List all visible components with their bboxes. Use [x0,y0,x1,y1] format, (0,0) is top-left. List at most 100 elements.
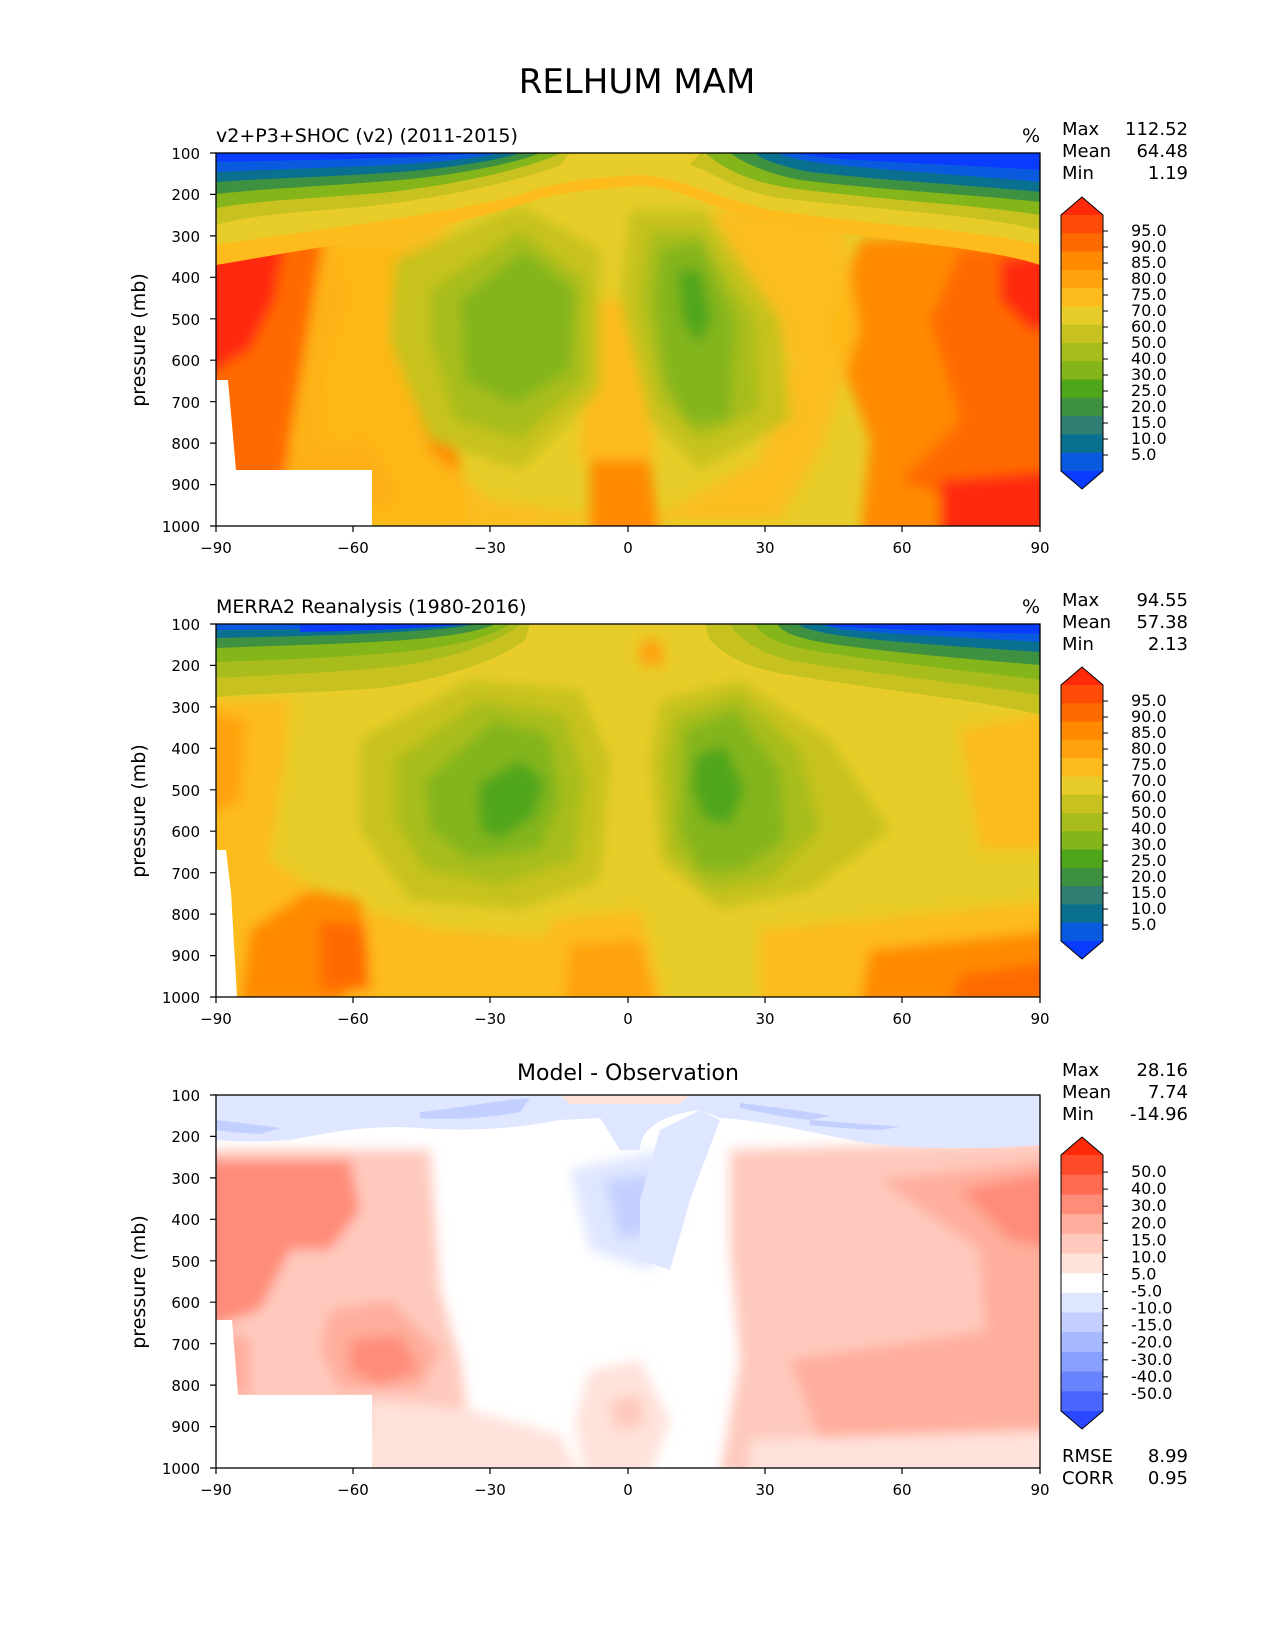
panel-observation-units: % [1022,596,1040,618]
x-tick-label: 60 [892,1481,911,1499]
panel-difference-field [216,1095,1040,1468]
x-tick-label: −30 [474,1010,506,1028]
colorbar-extend-bottom [1061,941,1103,959]
colorbar-segment [1061,1332,1103,1353]
colorbar-level-label: 20.0 [1131,1213,1167,1232]
colorbar-segment [1061,416,1103,436]
y-tick-label: 600 [171,823,200,841]
x-tick-label: −60 [337,539,369,557]
colorbar-level-label: 85.0 [1131,723,1167,742]
y-tick-label: 300 [171,228,200,246]
colorbar-level-label: 40.0 [1131,819,1167,838]
stat-value: 57.38 [1136,612,1188,633]
colorbar-level-label: 60.0 [1131,317,1167,336]
panel-model-title: v2+P3+SHOC (v2) (2011-2015) [216,125,518,147]
panel-model-yaxis: 100 200 300 400 500 600 700 800 900 1000 [162,145,216,536]
colorbar-level-label: 70.0 [1131,771,1167,790]
y-tick-label: 200 [171,186,200,204]
colorbar-segment [1061,1233,1103,1255]
colorbar-level-label: 15.0 [1131,413,1167,432]
colorbar-segment [1061,831,1103,851]
panel-difference-ylabel: pressure (mb) [128,1215,150,1349]
colorbar-segment [1061,813,1103,832]
colorbar-extend-top [1061,197,1103,215]
stat-label: Mean [1062,612,1111,633]
colorbar-segment [1061,288,1103,308]
colorbar-segment [1061,343,1103,362]
colorbar-segment [1061,739,1103,759]
y-tick-label: 400 [171,740,200,758]
stat-value: 1.19 [1148,163,1188,184]
colorbar-segment [1061,776,1103,796]
colorbar-segment [1061,269,1103,289]
x-tick-label: 30 [755,1481,774,1499]
metric-value: 8.99 [1148,1446,1188,1467]
colorbar-level-label: 60.0 [1131,787,1167,806]
y-tick-label: 800 [171,906,200,924]
panel-difference-stats: Max 28.16 Mean 7.74 Min -14.96 [1062,1060,1188,1125]
y-tick-label: 900 [171,476,200,494]
colorbar-level-label: 10.0 [1131,429,1167,448]
x-tick-label: −90 [200,1010,232,1028]
colorbar-segment [1061,867,1103,887]
colorbar-level-label: 30.0 [1131,835,1167,854]
x-tick-label: 0 [623,1481,633,1499]
colorbar-segment [1061,1391,1103,1412]
colorbar-level-label: 85.0 [1131,253,1167,272]
y-tick-label: 200 [171,657,200,675]
colorbar-segment [1061,1155,1103,1176]
colorbar-segment [1061,1351,1103,1373]
panel-difference-title: Model - Observation [517,1061,739,1086]
colorbar-level-label: 20.0 [1131,867,1167,886]
panel-observation: MERRA2 Reanalysis (1980-2016) % [128,590,1188,1028]
colorbar-level-label: 50.0 [1131,1162,1167,1181]
stat-value: 2.13 [1148,634,1188,655]
x-tick-label: −30 [474,1481,506,1499]
y-tick-label: 200 [171,1128,200,1146]
colorbar-segment [1061,361,1103,381]
colorbar-outline [1060,196,1104,490]
panel-observation-title: MERRA2 Reanalysis (1980-2016) [216,596,527,618]
y-tick-label: 1000 [162,989,200,1007]
colorbar-level-label: -50.0 [1131,1384,1172,1403]
colorbar-level-label: 15.0 [1131,1230,1167,1249]
colorbar-segment [1061,1371,1103,1392]
stat-value: 7.74 [1148,1082,1188,1103]
colorbar-segment [1061,379,1103,399]
panel-model: v2+P3+SHOC (v2) (2011-2015) % [128,119,1188,557]
colorbar-extend-bottom [1061,471,1103,489]
colorbar-segment [1061,306,1103,326]
colorbar-outline [1060,666,1104,960]
colorbar-level-label: 90.0 [1131,237,1167,256]
panel-model-xaxis: −90 −60 −30 0 30 60 90 [200,526,1050,557]
panel-model-stats: Max 112.52 Mean 64.48 Min 1.19 [1062,119,1188,184]
colorbar-level-label: 95.0 [1131,691,1167,710]
stat-label: Max [1062,1060,1100,1081]
colorbar-level-label: 75.0 [1131,755,1167,774]
colorbar-level-label: -30.0 [1131,1350,1172,1369]
x-tick-label: 90 [1030,1481,1049,1499]
stat-value: 64.48 [1136,141,1188,162]
panel-observation-field [216,624,1040,997]
y-tick-label: 100 [171,145,200,163]
x-tick-label: −60 [337,1481,369,1499]
panel-observation-xaxis: −90 −60 −30 0 30 60 90 [200,997,1050,1028]
x-tick-label: 60 [892,1010,911,1028]
colorbar-segment [1061,1214,1103,1235]
colorbar-level-label: 30.0 [1131,1196,1167,1215]
stat-label: Min [1062,163,1094,184]
stat-label: Min [1062,1104,1094,1125]
y-tick-label: 800 [171,435,200,453]
colorbar-segment [1061,685,1103,704]
colorbar-segment [1061,886,1103,906]
colorbar-level-label: 5.0 [1131,445,1156,464]
colorbar-segment [1061,849,1103,869]
panel-difference: Model - Observation [128,1060,1188,1499]
colorbar-segment [1061,922,1103,942]
colorbar-segment [1061,233,1103,253]
colorbar-outline [1060,1136,1104,1430]
y-tick-label: 300 [171,699,200,717]
y-tick-label: 900 [171,947,200,965]
panel-observation-ylabel: pressure (mb) [128,744,150,878]
panel-observation-yaxis: 100 200 300 400 500 600 700 800 900 1000 [162,616,216,1007]
